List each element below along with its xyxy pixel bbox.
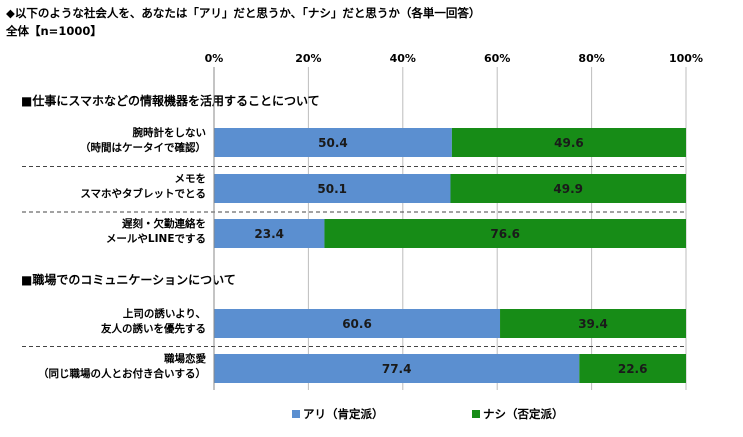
category-label: 職場恋愛 [164, 352, 206, 365]
bar-ari [214, 309, 501, 338]
bar-ari [214, 219, 325, 248]
bar-nashi [500, 309, 686, 338]
bar-nashi [579, 354, 686, 383]
bar-nashi [450, 174, 686, 203]
bar-nashi [451, 128, 686, 157]
x-tick-label: 40% [390, 52, 416, 65]
bar-ari [214, 354, 580, 383]
category-label: メモを [175, 173, 207, 185]
legend-label: ナシ（否定派） [483, 407, 564, 421]
x-tick-label: 20% [295, 52, 321, 65]
category-label: メールやLINEでする [106, 233, 206, 245]
legend-swatch [292, 410, 300, 418]
category-label: 上司の誘いより、 [123, 307, 206, 320]
data-label-nashi: 39.4 [578, 317, 608, 331]
bar-ari [214, 174, 451, 203]
bar-nashi [324, 219, 686, 248]
category-label: 友人の誘いを優先する [100, 322, 206, 335]
data-label-ari: 50.4 [318, 136, 348, 150]
data-label-nashi: 49.9 [553, 182, 583, 196]
data-label-ari: 23.4 [254, 227, 284, 241]
data-label-nashi: 22.6 [618, 362, 648, 376]
sample-size-label: 全体【n=1000】 [6, 24, 102, 38]
data-label-ari: 77.4 [382, 362, 412, 376]
data-label-nashi: 76.6 [490, 227, 520, 241]
category-label: 腕時計をしない [133, 126, 207, 139]
section-title: ■職場でのコミュニケーションについて [21, 272, 236, 287]
chart-title: ◆以下のような社会人を、あなたは「アリ」だと思うか、「ナシ」だと思うか（各単一回… [6, 6, 481, 20]
x-tick-label: 60% [484, 52, 510, 65]
category-label: 遅刻・欠勤連絡を [122, 217, 206, 230]
bar-ari [214, 128, 452, 157]
legend-label: アリ（肯定派） [303, 407, 384, 421]
category-label: （時間はケータイで確認） [80, 141, 206, 154]
category-label: （同じ職場の人とお付き合いする） [38, 367, 206, 380]
x-tick-label: 0% [205, 52, 224, 65]
data-label-nashi: 49.6 [554, 136, 584, 150]
category-label: スマホやタブレットでとる [80, 187, 206, 200]
legend-swatch [472, 410, 480, 418]
x-tick-label: 100% [669, 52, 703, 65]
x-tick-label: 80% [578, 52, 604, 65]
data-label-ari: 50.1 [317, 182, 347, 196]
data-label-ari: 60.6 [342, 317, 372, 331]
section-title: ■仕事にスマホなどの情報機器を活用することについて [21, 93, 320, 108]
